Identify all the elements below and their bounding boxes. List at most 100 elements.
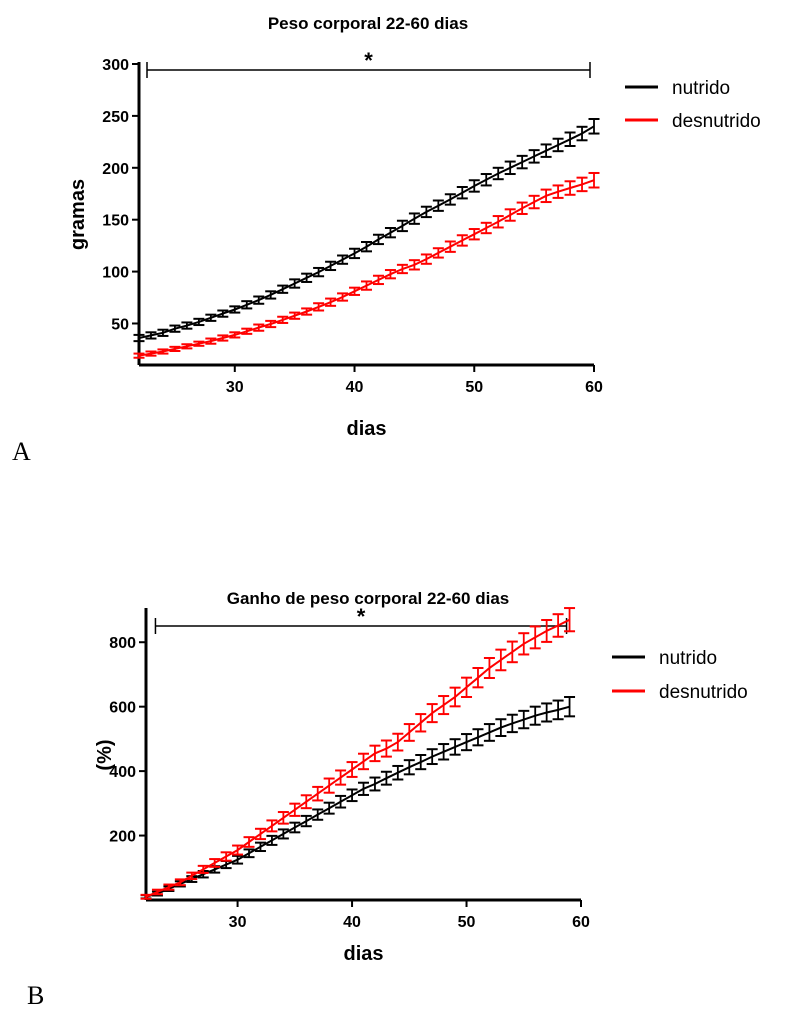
data-point-nutrido (217, 309, 229, 318)
data-point-nutrido (313, 266, 325, 278)
data-point-nutrido (323, 801, 335, 815)
data-point-nutrido (229, 305, 241, 314)
series-desnutrido (133, 171, 600, 359)
data-point-desnutrido (335, 769, 347, 786)
data-point-desnutrido (277, 315, 289, 324)
data-point-desnutrido (403, 723, 415, 742)
data-point-desnutrido (232, 844, 244, 856)
data-point-nutrido (506, 713, 518, 734)
data-point-desnutrido (492, 215, 504, 229)
data-point-nutrido (528, 149, 540, 164)
data-point-nutrido (300, 814, 312, 828)
y-tick-label: 600 (109, 700, 136, 717)
data-point-desnutrido (241, 327, 253, 335)
data-point-desnutrido (174, 878, 186, 887)
data-point-desnutrido (289, 311, 301, 320)
data-point-desnutrido (157, 348, 169, 355)
data-point-nutrido (358, 781, 369, 796)
y-tick-label: 100 (102, 265, 129, 282)
y-tick-label: 200 (109, 829, 136, 846)
data-point-nutrido (380, 770, 392, 786)
y-axis-label: (%) (94, 739, 116, 770)
data-point-desnutrido (415, 713, 427, 733)
data-point-nutrido (529, 705, 541, 726)
y-tick-label: 800 (109, 635, 136, 652)
x-tick-label: 50 (458, 914, 476, 931)
data-point-nutrido (516, 154, 528, 170)
chart-a: Peso corporal 22-60 dias A * 30 40 50 60 50 100 1… (12, 14, 761, 466)
data-point-desnutrido (349, 286, 361, 296)
data-point-nutrido (369, 776, 381, 792)
data-point-desnutrido (289, 802, 301, 817)
data-point-desnutrido (449, 686, 461, 708)
data-point-nutrido (243, 848, 255, 859)
data-point-desnutrido (140, 893, 152, 900)
data-point-nutrido (157, 328, 169, 337)
data-point-desnutrido (312, 785, 324, 802)
x-tick-label: 30 (229, 914, 247, 931)
data-point-nutrido (403, 759, 415, 776)
data-point-nutrido (349, 247, 361, 260)
series-line-nutrido (145, 705, 570, 898)
data-point-desnutrido (516, 201, 528, 215)
data-point-desnutrido (392, 732, 404, 752)
y-tick-label: 200 (102, 161, 129, 178)
data-point-nutrido (205, 313, 217, 322)
data-point-desnutrido (480, 221, 492, 235)
data-point-nutrido (552, 699, 564, 721)
data-point-desnutrido (472, 667, 484, 689)
data-point-desnutrido (217, 334, 229, 342)
y-tick-label: 400 (109, 764, 136, 781)
data-point-desnutrido (528, 194, 540, 210)
data-point-desnutrido (220, 851, 232, 862)
data-point-desnutrido (197, 864, 209, 874)
data-point-nutrido (265, 290, 277, 300)
data-point-nutrido (468, 179, 480, 193)
data-point-nutrido (312, 808, 324, 821)
data-point-nutrido (564, 131, 576, 147)
series-line-desnutrido (138, 179, 595, 357)
data-point-nutrido (392, 764, 404, 781)
data-point-nutrido (396, 219, 408, 233)
data-point-desnutrido (483, 657, 495, 679)
data-point-desnutrido (277, 811, 289, 825)
data-point-desnutrido (133, 352, 145, 359)
series-desnutrido (140, 607, 576, 900)
data-point-desnutrido (323, 777, 335, 794)
data-point-nutrido (541, 702, 553, 723)
data-point-nutrido (169, 324, 181, 333)
data-point-desnutrido (301, 307, 313, 316)
data-point-nutrido (232, 854, 244, 865)
x-tick-label: 60 (572, 914, 590, 931)
data-point-nutrido (540, 143, 552, 158)
data-point-desnutrido (229, 331, 241, 339)
data-point-nutrido (145, 331, 157, 340)
data-point-desnutrido (186, 871, 198, 881)
legend-label-nutrido: nutrido (672, 78, 730, 99)
data-point-desnutrido (408, 259, 420, 271)
data-point-desnutrido (541, 618, 553, 643)
significance-marker: * (364, 48, 373, 73)
series-nutrido (133, 118, 600, 343)
legend-label-desnutrido: desnutrido (672, 111, 761, 132)
data-point-nutrido (241, 300, 253, 310)
data-point-desnutrido (552, 184, 564, 199)
data-point-nutrido (277, 828, 289, 840)
chart-b: Ganho de peso corporal 22-60 dias B * 30 40 5… (27, 589, 748, 1010)
data-point-nutrido (277, 284, 289, 294)
data-point-desnutrido (576, 176, 588, 193)
data-point-desnutrido (243, 836, 255, 848)
data-point-nutrido (301, 272, 313, 283)
data-point-desnutrido (384, 269, 396, 280)
data-point-nutrido (492, 166, 504, 181)
data-point-nutrido (552, 137, 564, 153)
data-point-desnutrido (265, 319, 277, 329)
data-point-desnutrido (193, 340, 205, 347)
legend-label-desnutrido: desnutrido (659, 682, 748, 703)
x-tick-label: 60 (585, 379, 603, 396)
legend-label-nutrido: nutrido (659, 648, 717, 669)
data-point-desnutrido (181, 343, 193, 350)
data-point-desnutrido (506, 640, 518, 664)
data-point-desnutrido (426, 703, 438, 724)
x-axis-label: dias (343, 943, 383, 965)
